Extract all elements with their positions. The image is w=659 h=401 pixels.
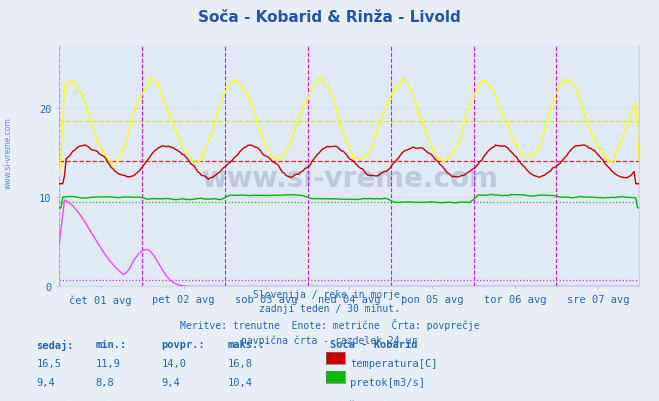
Text: 14,0: 14,0 xyxy=(161,358,186,368)
Text: Slovenija / reke in morje.
zadnji teden / 30 minut.
Meritve: trenutne  Enote: me: Slovenija / reke in morje. zadnji teden … xyxy=(180,290,479,345)
Text: Soča - Kobarid & Rinža - Livold: Soča - Kobarid & Rinža - Livold xyxy=(198,10,461,25)
Text: 8,8: 8,8 xyxy=(96,377,114,387)
Text: Soča - Kobarid: Soča - Kobarid xyxy=(330,339,417,349)
Text: 16,8: 16,8 xyxy=(227,358,252,368)
Text: sedaj:: sedaj: xyxy=(36,339,74,350)
Text: 16,5: 16,5 xyxy=(36,358,61,368)
Text: pretok[m3/s]: pretok[m3/s] xyxy=(350,377,425,387)
Text: temperatura[C]: temperatura[C] xyxy=(350,358,438,368)
Text: 9,4: 9,4 xyxy=(36,377,55,387)
Text: 11,9: 11,9 xyxy=(96,358,121,368)
Text: www.si-vreme.com: www.si-vreme.com xyxy=(201,164,498,192)
Text: www.si-vreme.com: www.si-vreme.com xyxy=(3,117,13,188)
Text: min.:: min.: xyxy=(96,339,127,349)
Text: 10,4: 10,4 xyxy=(227,377,252,387)
Text: povpr.:: povpr.: xyxy=(161,339,205,349)
Text: 9,4: 9,4 xyxy=(161,377,180,387)
Text: maks.:: maks.: xyxy=(227,339,265,349)
